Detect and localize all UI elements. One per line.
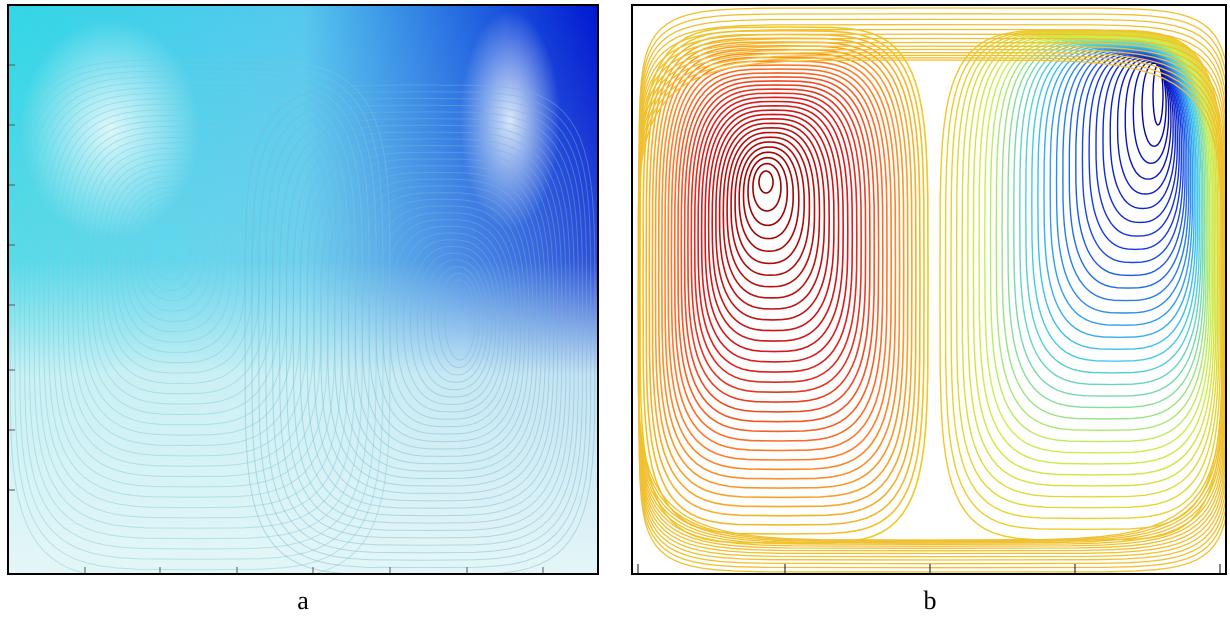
figure: a b <box>0 0 1230 619</box>
background <box>633 6 1225 573</box>
panel-label: a <box>297 586 309 615</box>
panel-label: b <box>924 586 937 615</box>
panel-a-plot <box>3 0 603 580</box>
panel-b-plot <box>633 6 1230 573</box>
page: {"panels": [{"label": "a"}, {"label": "b… <box>0 0 1230 619</box>
